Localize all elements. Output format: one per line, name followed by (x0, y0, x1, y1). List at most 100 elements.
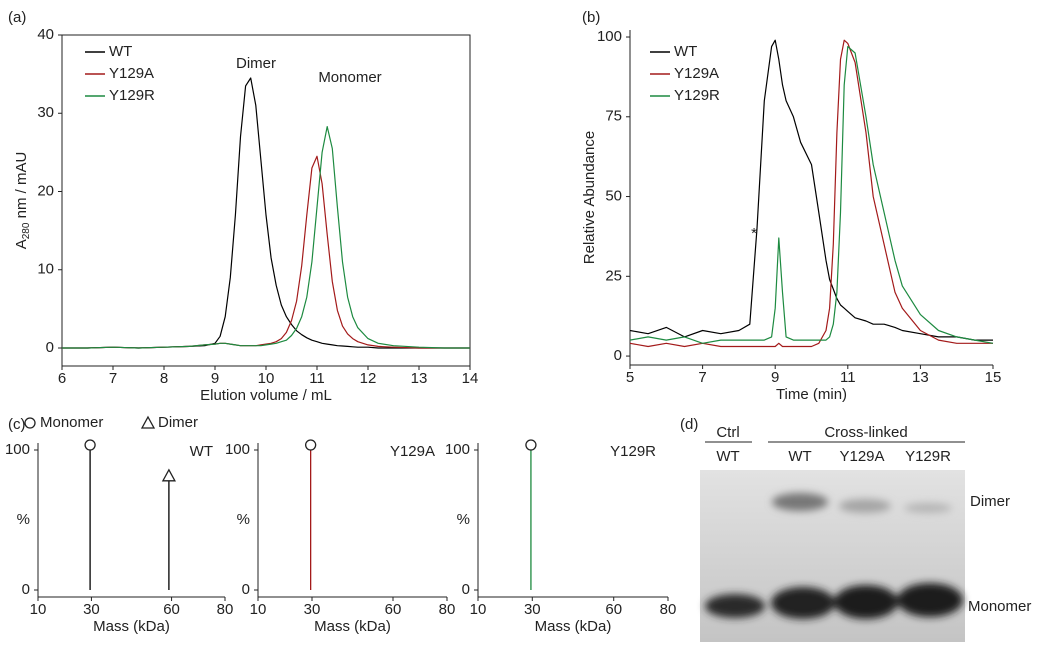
y-tick-label: 0 (22, 581, 30, 598)
plot-frame (61, 34, 471, 367)
y-axis-label: % (17, 511, 30, 528)
plot-title: WT (190, 443, 213, 460)
y-axis-label: % (237, 511, 250, 528)
x-tick-label: 14 (462, 370, 479, 387)
gel-panel: (d) Ctrl Cross-linked WT WT Y129A Y129R … (680, 416, 1031, 642)
band (904, 503, 952, 513)
x-tick-label: 80 (439, 601, 456, 618)
y-tick-label: 20 (37, 182, 54, 199)
legend-label: Y129A (109, 65, 154, 82)
panel-label: (b) (582, 9, 600, 26)
band-label: Dimer (970, 493, 1010, 510)
x-tick-label: 13 (411, 370, 428, 387)
x-tick-label: 11 (840, 369, 856, 386)
marker-symbol (304, 439, 317, 451)
band (834, 585, 898, 619)
x-tick-label: 6 (58, 370, 66, 387)
marker-symbol (140, 415, 156, 429)
band (705, 594, 765, 618)
annotation: Dimer (236, 55, 276, 72)
x-axis-label: Elution volume / mL (200, 387, 332, 404)
x-tick-label: 80 (217, 601, 234, 618)
annotation: * (751, 225, 757, 242)
band-label: Monomer (968, 598, 1031, 615)
x-tick-label: 10 (250, 601, 267, 618)
legend-label: Y129R (674, 87, 720, 104)
legend-label: WT (109, 43, 132, 60)
x-axis-label: Mass (kDa) (93, 618, 170, 635)
y-tick-label: 0 (462, 581, 470, 598)
y-tick-label: 0 (242, 581, 250, 598)
lane-label: WT (716, 448, 739, 465)
y-tick-label: 10 (37, 261, 54, 278)
panel-label: (c) (8, 416, 26, 433)
x-axis-label: Time (min) (776, 386, 847, 403)
x-tick-label: 5 (626, 369, 634, 386)
series-line (629, 46, 994, 344)
y-tick-label: 40 (37, 26, 54, 43)
series-line (62, 77, 470, 349)
band (771, 587, 835, 619)
panel-label: (d) (680, 416, 698, 433)
y-tick-label: 25 (605, 267, 622, 284)
x-tick-label: 8 (160, 370, 168, 387)
x-tick-label: 30 (524, 601, 541, 618)
x-tick-label: 10 (30, 601, 47, 618)
panel-label: (a) (8, 9, 26, 26)
series-line (62, 155, 470, 349)
group-label: Ctrl (716, 424, 739, 441)
x-tick-label: 9 (211, 370, 219, 387)
marker-symbol (24, 417, 36, 429)
lane-label: WT (788, 448, 811, 465)
x-tick-label: 7 (109, 370, 117, 387)
x-tick-label: 10 (470, 601, 487, 618)
x-tick-label: 10 (258, 370, 275, 387)
legend-label: Dimer (158, 414, 198, 431)
band (772, 493, 828, 511)
series-line (629, 39, 993, 341)
marker-symbol (84, 439, 96, 451)
plot-title: Y129R (610, 443, 656, 460)
y-tick-label: 30 (37, 104, 54, 121)
legend-label: Monomer (40, 414, 103, 431)
x-tick-label: 60 (605, 601, 622, 618)
y-axis-label-part: A (13, 239, 30, 249)
x-axis-label: Mass (kDa) (535, 618, 612, 635)
legend-label: Y129A (674, 65, 719, 82)
group-label: Cross-linked (824, 424, 907, 441)
y-axis-label: Relative Abundance (581, 131, 598, 264)
lane-label: Y129A (839, 448, 884, 465)
y-axis-label: % (457, 511, 470, 528)
marker-symbol (525, 439, 537, 451)
x-tick-label: 9 (771, 369, 779, 386)
x-tick-label: 30 (83, 601, 100, 618)
y-axis-label: A280 nm / mAU (13, 152, 32, 250)
gel-bands (705, 493, 963, 619)
x-axis-label: Mass (kDa) (314, 618, 391, 635)
x-tick-label: 12 (360, 370, 377, 387)
series-line (62, 126, 470, 349)
y-tick-label: 100 (5, 441, 30, 458)
y-axis-label-part: 280 (21, 222, 32, 239)
legend-label: WT (674, 43, 697, 60)
x-tick-label: 11 (309, 370, 325, 387)
y-tick-label: 50 (605, 188, 622, 205)
x-tick-label: 13 (912, 369, 929, 386)
x-tick-label: 60 (385, 601, 402, 618)
x-tick-label: 60 (163, 601, 180, 618)
lane-label: Y129R (905, 448, 951, 465)
y-tick-label: 75 (605, 108, 622, 125)
plot-title: Y129A (390, 443, 435, 460)
x-tick-label: 30 (304, 601, 321, 618)
y-tick-label: 100 (445, 441, 470, 458)
band (897, 583, 963, 617)
y-tick-label: 0 (46, 339, 54, 356)
band (839, 499, 891, 513)
y-tick-label: 100 (225, 441, 250, 458)
y-axis-label-part: nm / mAU (13, 152, 30, 223)
x-tick-label: 80 (660, 601, 677, 618)
y-tick-label: 0 (614, 347, 622, 364)
annotation: Monomer (318, 69, 381, 86)
x-tick-label: 7 (698, 369, 706, 386)
